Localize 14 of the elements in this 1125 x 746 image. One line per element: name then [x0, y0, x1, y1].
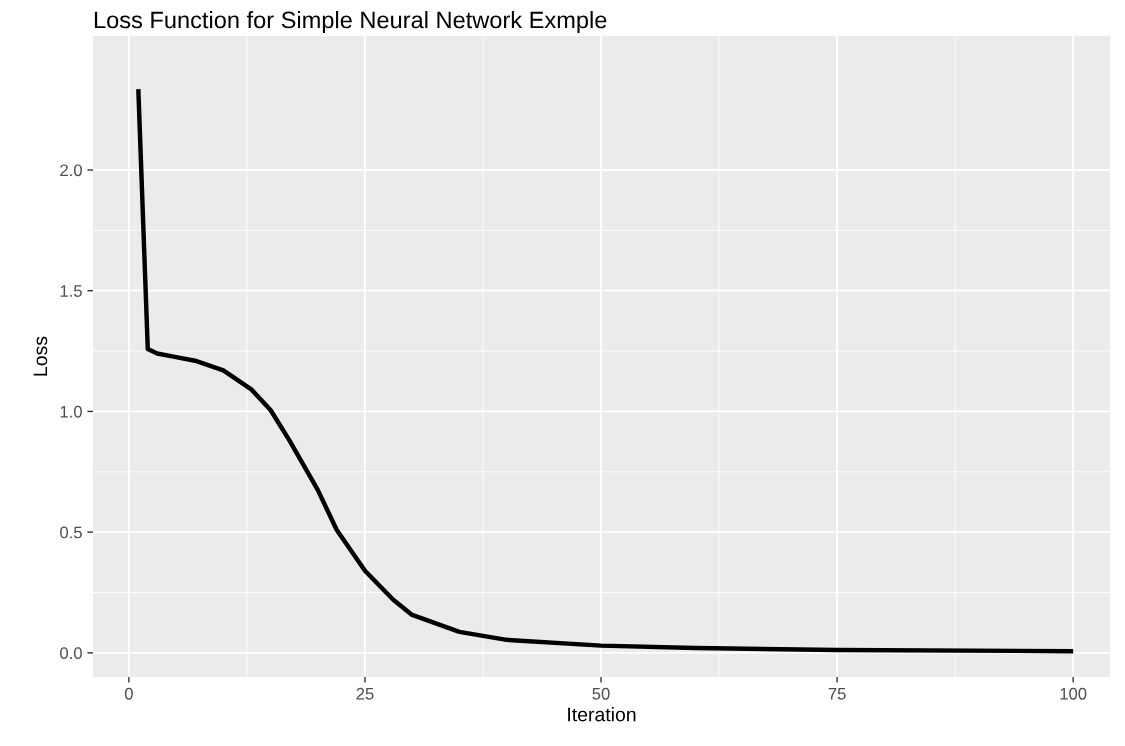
line-series — [136, 86, 1076, 654]
x-tick-label: 50 — [592, 687, 610, 700]
x-tick-label: 0 — [124, 687, 133, 700]
y-tick-label: 0.0 — [60, 647, 82, 660]
y-tick-label: 1.5 — [60, 285, 82, 297]
x-tick-label: 75 — [828, 688, 846, 700]
y-axis-title: Loss — [33, 336, 48, 376]
x-tick-label: 100 — [1060, 687, 1087, 700]
chart-title: Loss Function for Simple Neural Network Exmple — [94, 11, 607, 33]
x-axis-title: Iteration — [568, 707, 636, 722]
y-tick-label: 0.5 — [60, 526, 82, 539]
x-tick-label: 25 — [356, 687, 374, 700]
y-tick-label: 1.0 — [60, 405, 82, 418]
y-tick-label: 2.0 — [60, 164, 82, 177]
